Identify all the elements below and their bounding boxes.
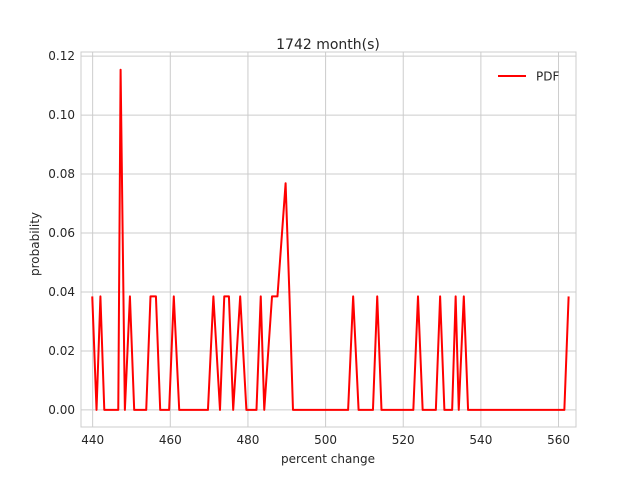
y-tick-label: 0.10 [48,108,75,122]
legend: PDF [498,70,559,84]
x-tick-label: 460 [159,433,182,447]
x-tick-label: 500 [314,433,337,447]
y-tick-label: 0.04 [48,285,75,299]
x-tick-label: 540 [469,433,492,447]
y-tick-label: 0.12 [48,49,75,63]
y-axis-label: probability [28,212,42,276]
y-tick-label: 0.08 [48,167,75,181]
plot-area-frame [81,52,576,427]
series-group [92,70,568,410]
x-tick-label: 440 [81,433,104,447]
x-tick-label: 560 [547,433,570,447]
grid [81,52,576,427]
chart-title: 1742 month(s) [276,37,380,53]
legend-label-pdf: PDF [536,70,559,84]
x-tick-label: 520 [392,433,415,447]
y-tick-label: 0.02 [48,344,75,358]
x-axis-ticks: 440 460 480 500 520 540 560 [81,433,570,447]
x-tick-label: 480 [236,433,259,447]
series-line-pdf [92,70,568,410]
x-axis-label: percent change [281,452,375,466]
y-axis-ticks: 0.00 0.02 0.04 0.06 0.08 0.10 0.12 [48,49,75,417]
y-tick-label: 0.00 [48,403,75,417]
y-tick-label: 0.06 [48,226,75,240]
